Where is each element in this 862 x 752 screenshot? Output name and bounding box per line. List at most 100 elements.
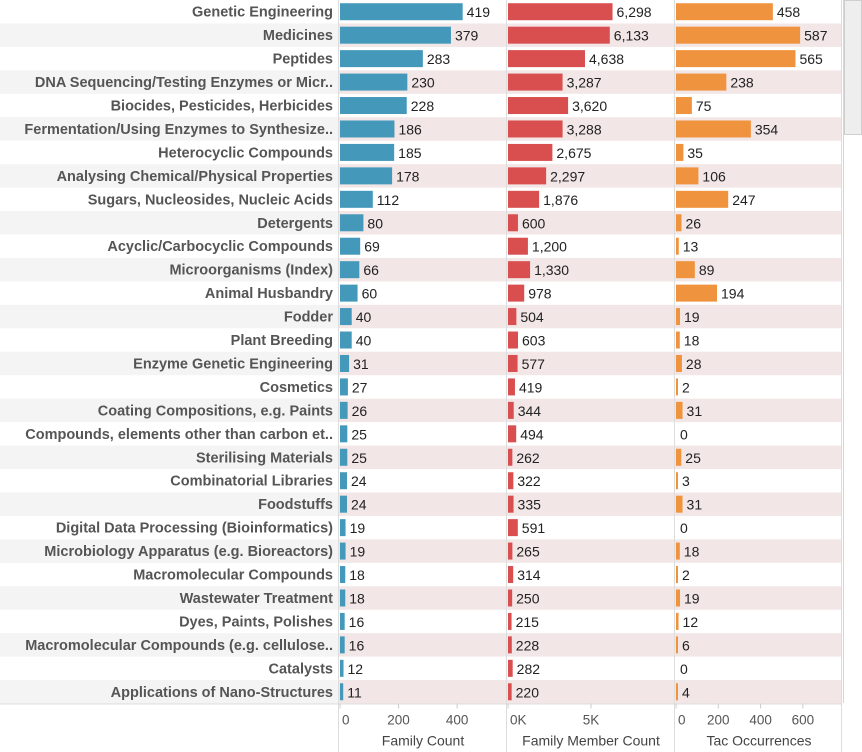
chart-band (339, 586, 841, 610)
bar (508, 237, 528, 255)
bar (340, 97, 407, 115)
bar (340, 566, 346, 584)
bar (508, 3, 613, 21)
bar (340, 214, 364, 232)
bar (340, 50, 423, 68)
bar (340, 26, 451, 44)
value-label: 600 (522, 215, 546, 231)
value-label: 31 (687, 403, 703, 419)
bar (508, 97, 569, 115)
value-label: 2 (682, 567, 690, 583)
row-bands (0, 23, 841, 704)
panels: 4193792832302281861851781128069666040403… (340, 3, 828, 701)
bar (340, 589, 346, 607)
value-label: 2,297 (550, 168, 585, 184)
bar (676, 331, 680, 349)
category-label: Acyclic/Carbocyclic Compounds (107, 239, 333, 255)
tick-label: 400 (749, 713, 772, 728)
value-label: 504 (520, 309, 544, 325)
bar-chart: Genetic Engineering Medicines Peptides DNA … (0, 0, 842, 752)
value-label: 0 (680, 426, 688, 442)
bar (676, 214, 682, 232)
value-label: 40 (356, 333, 372, 349)
value-label: 40 (356, 309, 372, 325)
value-label: 24 (351, 473, 367, 489)
bar (508, 589, 513, 607)
value-label: 106 (702, 168, 726, 184)
value-label: 3,287 (567, 75, 602, 91)
chart-band (339, 680, 841, 704)
bar (340, 495, 348, 513)
value-label: 458 (777, 4, 801, 20)
bar (508, 190, 540, 208)
value-label: 247 (732, 192, 756, 208)
label-band (0, 586, 338, 610)
label-band (0, 398, 338, 423)
value-label: 18 (349, 567, 365, 583)
category-label: Combinatorial Libraries (170, 474, 333, 490)
category-label: Peptides (273, 52, 333, 68)
value-label: 2 (682, 379, 690, 395)
value-label: 250 (516, 590, 540, 606)
value-label: 1,876 (543, 192, 578, 208)
bar (508, 167, 547, 185)
value-label: 0 (680, 520, 688, 536)
label-band (0, 164, 338, 188)
chart-band (339, 633, 841, 657)
category-label: Digital Data Processing (Bioinformatics) (56, 521, 333, 537)
bar (508, 284, 525, 302)
value-label: 27 (352, 379, 368, 395)
label-band (0, 633, 338, 657)
bar (676, 26, 801, 44)
category-label: Medicines (263, 28, 333, 44)
tick-label: 0 (342, 713, 350, 728)
value-label: 228 (516, 637, 540, 653)
bar (508, 214, 518, 232)
bar (508, 542, 513, 560)
bar (340, 284, 358, 302)
tick-label: 200 (707, 713, 730, 728)
value-label: 31 (687, 497, 703, 513)
value-label: 577 (522, 356, 546, 372)
category-labels: Genetic Engineering Medicines Peptides DNA … (24, 5, 333, 701)
value-label: 3 (682, 473, 690, 489)
bar (340, 331, 352, 349)
label-band (0, 680, 338, 704)
value-label: 603 (522, 333, 546, 349)
value-label: 494 (520, 426, 544, 442)
scrollbar-thumb[interactable] (844, 0, 862, 135)
value-label: 265 (516, 544, 540, 560)
bar (676, 143, 684, 161)
bar (676, 284, 718, 302)
bar (508, 519, 518, 537)
bar (676, 190, 729, 208)
value-label: 24 (351, 497, 367, 513)
value-label: 354 (755, 121, 779, 137)
value-label: 3,620 (572, 98, 607, 114)
chart-band (339, 257, 841, 282)
category-label: Plant Breeding (231, 333, 333, 349)
value-label: 6,298 (617, 4, 652, 20)
bar (508, 472, 514, 490)
value-label: 0 (680, 661, 688, 677)
label-band (0, 70, 338, 94)
category-label: Sterilising Materials (196, 450, 333, 466)
bar (676, 566, 678, 584)
value-label: 12 (683, 614, 699, 630)
category-label: Biocides, Pesticides, Herbicides (111, 99, 333, 115)
category-label: Wastewater Treatment (180, 591, 334, 607)
bar (340, 120, 395, 138)
bar (676, 73, 727, 91)
bar (508, 659, 513, 677)
bar (676, 167, 699, 185)
bar (508, 378, 515, 396)
value-label: 31 (353, 356, 369, 372)
bar (676, 354, 682, 372)
value-label: 194 (721, 286, 745, 302)
label-band (0, 23, 338, 47)
vertical-scrollbar[interactable] (843, 0, 862, 703)
value-label: 2,675 (556, 145, 591, 161)
value-label: 28 (686, 356, 702, 372)
bar (676, 612, 679, 630)
